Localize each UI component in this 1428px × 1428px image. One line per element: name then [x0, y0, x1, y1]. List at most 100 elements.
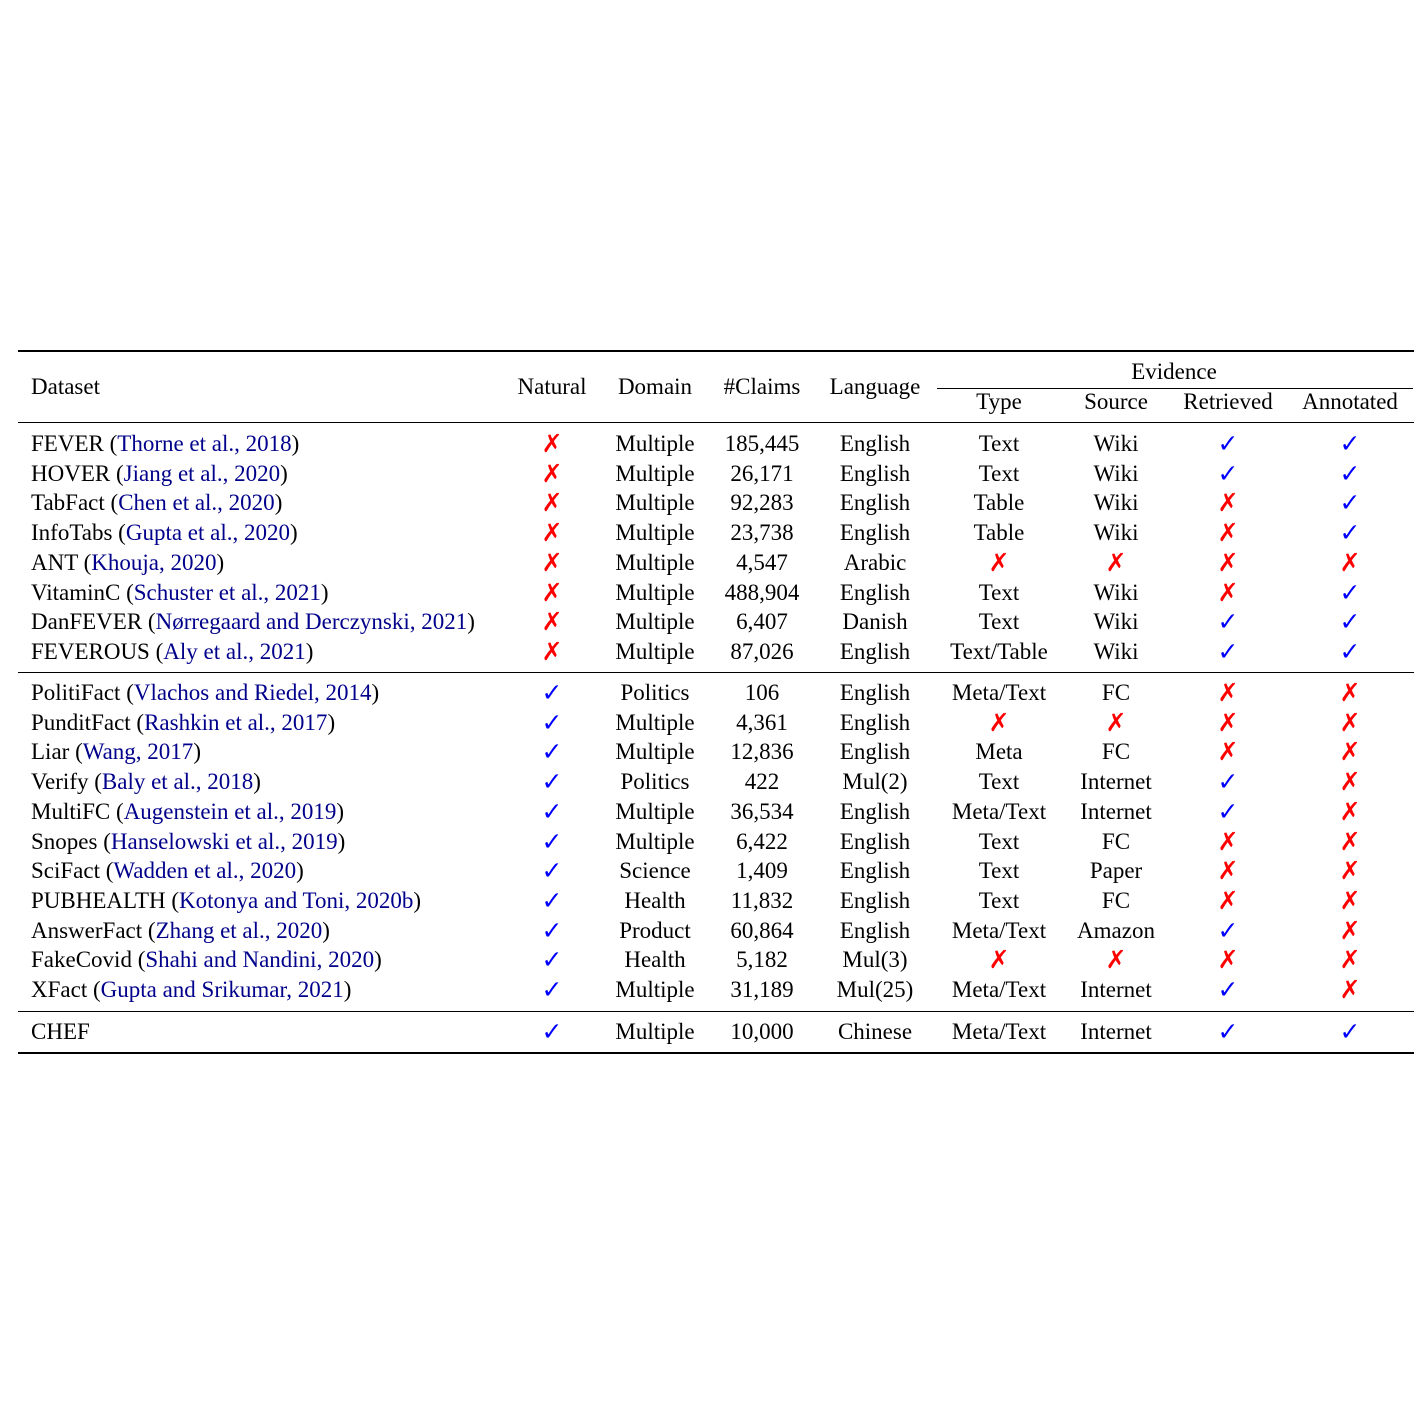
retrieved-mark: ✗: [1217, 826, 1239, 856]
citation-link[interactable]: Kotonya and Toni, 2020b: [179, 887, 414, 913]
claims-cell: 6,407: [736, 609, 788, 635]
citation-link[interactable]: Wang, 2017: [82, 739, 194, 765]
annotated-mark: ✗: [1339, 678, 1361, 707]
source-cell: Wiki: [1093, 638, 1139, 664]
domain-cell: Politics: [620, 769, 690, 795]
annotated-mark: ✗: [1339, 826, 1361, 856]
citation-link[interactable]: Zhang et al., 2020: [155, 917, 323, 943]
source-cell: FC: [1101, 887, 1131, 913]
type-cell: Meta/Text: [951, 1019, 1047, 1044]
citation-link[interactable]: Gupta et al., 2020: [125, 520, 290, 546]
annotated-mark: ✗: [1339, 856, 1361, 886]
type-mark: ✗: [988, 945, 1010, 975]
domain-cell: Multiple: [615, 460, 695, 486]
language-cell: Arabic: [843, 549, 907, 575]
language-cell: English: [839, 887, 911, 913]
annotated-mark: ✓: [1339, 577, 1361, 607]
claims-cell: 185,445: [724, 431, 800, 456]
language-cell: English: [839, 579, 911, 605]
citation-link[interactable]: Jiang et al., 2020: [123, 460, 281, 486]
header-dataset: Dataset: [31, 374, 100, 399]
type-cell: Text: [978, 858, 1020, 884]
citation-link[interactable]: Thorne et al., 2018: [117, 431, 292, 456]
type-cell: Table: [973, 490, 1025, 516]
dataset-cell: MultiFC (Augenstein et al., 2019): [31, 798, 345, 824]
domain-cell: Multiple: [615, 609, 695, 635]
natural-mark: ✓: [541, 1017, 563, 1046]
type-cell: Table: [973, 520, 1025, 546]
source-cell: Internet: [1080, 1019, 1152, 1044]
natural-mark: ✓: [541, 915, 563, 945]
citation-link[interactable]: Hanselowski et al., 2019: [110, 828, 338, 854]
domain-cell: Multiple: [615, 977, 695, 1002]
dataset-name: InfoTabs: [31, 520, 113, 546]
natural-mark: ✗: [541, 577, 563, 607]
retrieved-mark: ✗: [1217, 945, 1239, 975]
citation-link[interactable]: Khouja, 2020: [91, 549, 217, 575]
dataset-name: Liar: [31, 739, 70, 765]
dataset-name: VitaminC: [31, 579, 121, 605]
domain-cell: Multiple: [615, 431, 695, 456]
domain-cell: Multiple: [615, 549, 695, 575]
domain-cell: Multiple: [615, 798, 695, 824]
header-evidence: Evidence: [1131, 359, 1217, 384]
claims-cell: 106: [744, 680, 780, 705]
claims-cell: 6,422: [736, 828, 788, 854]
natural-mark: ✓: [541, 796, 563, 826]
annotated-mark: ✓: [1339, 607, 1361, 637]
natural-mark: ✓: [541, 885, 563, 915]
citation-link[interactable]: Shahi and Nandini, 2020: [145, 947, 375, 973]
citation-link[interactable]: Gupta and Srikumar, 2021: [100, 977, 344, 1002]
source-mark: ✗: [1105, 707, 1127, 737]
source-cell: Internet: [1080, 769, 1152, 795]
citation-link[interactable]: Aly et al., 2021: [163, 638, 306, 664]
header-type: Type: [976, 389, 1022, 414]
natural-mark: ✗: [541, 458, 563, 488]
domain-cell: Multiple: [615, 739, 695, 765]
domain-cell: Multiple: [615, 1019, 695, 1044]
retrieved-mark: ✓: [1217, 636, 1239, 666]
source-cell: Wiki: [1093, 490, 1139, 516]
source-cell: Amazon: [1077, 917, 1155, 943]
citation-link[interactable]: Schuster et al., 2021: [133, 579, 321, 605]
dataset-name: PolitiFact: [31, 680, 121, 705]
claims-cell: 31,189: [730, 977, 794, 1002]
domain-cell: Multiple: [615, 490, 695, 516]
annotated-mark: ✗: [1339, 707, 1361, 737]
claims-cell: 60,864: [730, 917, 794, 943]
dataset-name: TabFact: [31, 490, 105, 516]
claims-cell: 5,182: [736, 947, 788, 973]
domain-cell: Product: [619, 917, 691, 943]
dataset-cell: PUBHEALTH (Kotonya and Toni, 2020b): [31, 887, 422, 913]
annotated-mark: ✗: [1339, 945, 1361, 975]
annotated-mark: ✓: [1339, 518, 1361, 548]
language-cell: English: [839, 431, 911, 456]
citation-link[interactable]: Nørregaard and Derczynski, 2021: [155, 609, 468, 635]
type-mark: ✗: [988, 547, 1010, 577]
type-cell: Text: [978, 579, 1020, 605]
citation-link[interactable]: Augenstein et al., 2019: [123, 798, 337, 824]
natural-mark: ✗: [541, 518, 563, 548]
dataset-name: PunditFact: [31, 709, 131, 735]
type-cell: Meta: [975, 739, 1023, 765]
dataset-cell: DanFEVER (Nørregaard and Derczynski, 202…: [31, 609, 475, 635]
citation-link[interactable]: Rashkin et al., 2017: [144, 709, 328, 735]
evidence-cmidrule: [937, 388, 1413, 389]
domain-cell: Multiple: [615, 579, 695, 605]
retrieved-mark: ✓: [1217, 1017, 1239, 1046]
natural-mark: ✓: [541, 678, 563, 707]
type-cell: Text: [978, 460, 1020, 486]
dataset-cell: FEVER (Thorne et al., 2018): [31, 431, 300, 456]
dataset-name: MultiFC: [31, 798, 111, 824]
dataset-name: CHEF: [31, 1019, 90, 1044]
citation-link[interactable]: Wadden et al., 2020: [113, 858, 297, 884]
annotated-mark: ✗: [1339, 915, 1361, 945]
citation-link[interactable]: Chen et al., 2020: [118, 490, 275, 516]
retrieved-mark: ✓: [1217, 458, 1239, 488]
dataset-name: XFact: [31, 977, 88, 1002]
citation-link[interactable]: Baly et al., 2018: [101, 769, 254, 795]
bottom-rule: [18, 1052, 1414, 1054]
citation-link[interactable]: Vlachos and Riedel, 2014: [133, 680, 372, 705]
type-cell: Meta/Text: [951, 917, 1047, 943]
dataset-name: HOVER: [31, 460, 111, 486]
